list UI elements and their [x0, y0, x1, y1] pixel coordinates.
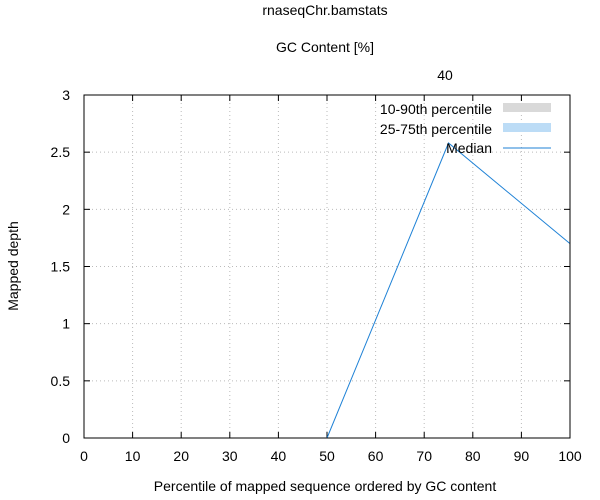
top-axis-label: 40 — [437, 67, 453, 83]
x-tick-label: 20 — [173, 448, 189, 464]
x-axis-label: Percentile of mapped sequence ordered by… — [154, 478, 497, 494]
x-tick-label: 30 — [222, 448, 238, 464]
axis-ticks: 0 10 20 30 40 50 60 70 80 90 100 0 0.5 1 1.5 2 2.5 3 — [51, 87, 582, 464]
grid — [84, 95, 570, 438]
y-tick-label: 0.5 — [51, 373, 71, 389]
x-tick-label: 80 — [465, 448, 481, 464]
y-tick-label: 2.5 — [51, 144, 71, 160]
plot-area-frame — [83, 94, 571, 439]
x-tick-label: 50 — [319, 448, 335, 464]
x-tick-label: 60 — [368, 448, 384, 464]
x-tick-label: 90 — [514, 448, 530, 464]
legend-swatch-25-75 — [503, 123, 551, 132]
legend: 10-90th percentile 25-75th percentile Me… — [380, 101, 551, 156]
y-axis-label: Mapped depth — [5, 221, 21, 311]
x-tick-label: 40 — [271, 448, 287, 464]
median-line — [326, 142, 571, 439]
legend-label-25-75: 25-75th percentile — [380, 121, 492, 137]
series-layer — [326, 142, 571, 439]
legend-label-median: Median — [446, 140, 492, 156]
y-tick-label: 0 — [62, 430, 70, 446]
x-tick-label: 70 — [416, 448, 432, 464]
y-tick-label: 1.5 — [51, 259, 71, 275]
legend-label-10-90: 10-90th percentile — [380, 101, 492, 117]
x-tick-label: 10 — [125, 448, 141, 464]
y-tick-label: 3 — [62, 87, 70, 103]
x-tick-label: 100 — [558, 448, 582, 464]
legend-swatch-10-90 — [503, 103, 551, 112]
x-tick-label: 0 — [80, 448, 88, 464]
y-tick-label: 2 — [62, 201, 70, 217]
chart-title: rnaseqChr.bamstats — [262, 2, 387, 18]
y-tick-label: 1 — [62, 316, 70, 332]
chart-subtitle: GC Content [%] — [276, 39, 374, 55]
